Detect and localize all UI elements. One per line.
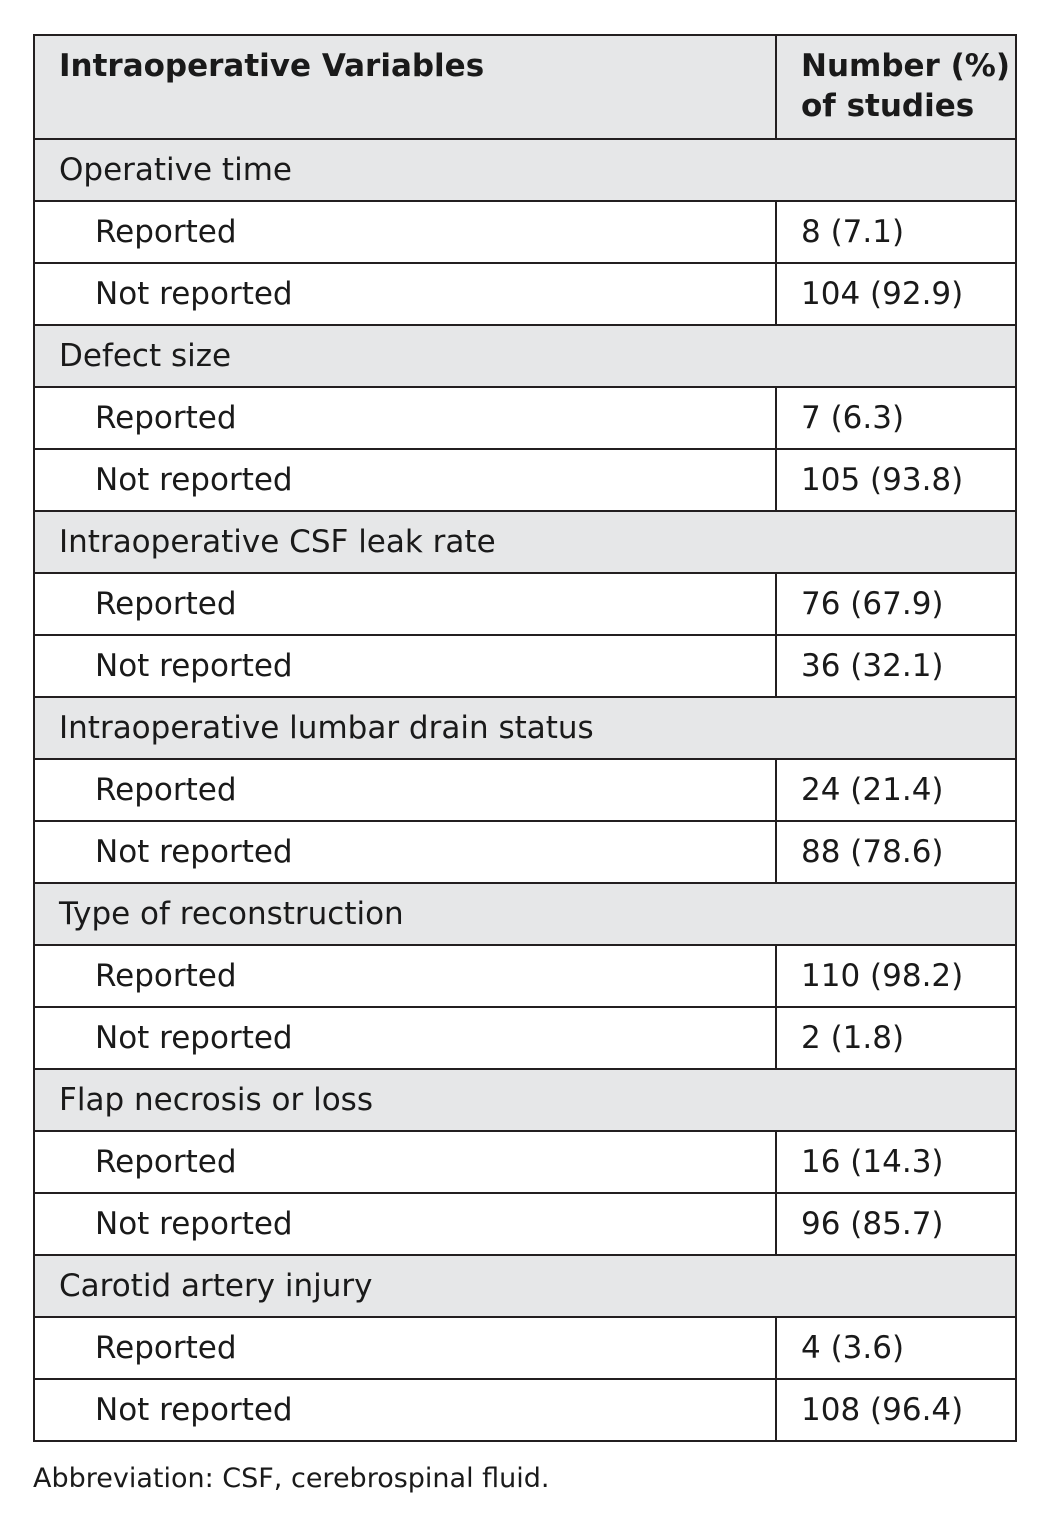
table-body: Operative time Reported 8 (7.1) Not reporte…: [33, 138, 1017, 1442]
group-row: Operative time: [33, 138, 1017, 202]
group-label: Operative time: [33, 138, 1017, 202]
row-value: 96 (85.7): [775, 1192, 1017, 1256]
table-row: Not reported 108 (96.4): [33, 1378, 1017, 1442]
table-header-row: Intraoperative Variables Number (%) of s…: [33, 34, 1017, 140]
header-variables: Intraoperative Variables: [33, 34, 777, 140]
data-table-container: Intraoperative Variables Number (%) of s…: [33, 34, 1017, 1442]
table-row: Not reported 36 (32.1): [33, 634, 1017, 698]
table-row: Reported 8 (7.1): [33, 200, 1017, 264]
row-label: Not reported: [33, 1192, 777, 1256]
group-row: Defect size: [33, 324, 1017, 388]
group-label: Intraoperative lumbar drain status: [33, 696, 1017, 760]
row-value: 7 (6.3): [775, 386, 1017, 450]
row-value: 110 (98.2): [775, 944, 1017, 1008]
row-label: Not reported: [33, 262, 777, 326]
group-label: Flap necrosis or loss: [33, 1068, 1017, 1132]
row-value: 105 (93.8): [775, 448, 1017, 512]
row-label: Not reported: [33, 1006, 777, 1070]
row-label: Not reported: [33, 820, 777, 884]
row-value: 36 (32.1): [775, 634, 1017, 698]
header-number-of-studies: Number (%) of studies: [775, 34, 1017, 140]
table-row: Not reported 96 (85.7): [33, 1192, 1017, 1256]
group-label: Intraoperative CSF leak rate: [33, 510, 1017, 574]
table-footnote: Abbreviation: CSF, cerebrospinal fluid.: [33, 1463, 550, 1494]
group-label: Type of reconstruction: [33, 882, 1017, 946]
group-row: Carotid artery injury: [33, 1254, 1017, 1318]
row-label: Reported: [33, 1130, 777, 1194]
row-label: Reported: [33, 1316, 777, 1380]
group-label: Carotid artery injury: [33, 1254, 1017, 1318]
table-row: Not reported 104 (92.9): [33, 262, 1017, 326]
table-row: Not reported 88 (78.6): [33, 820, 1017, 884]
row-label: Reported: [33, 944, 777, 1008]
row-label: Reported: [33, 200, 777, 264]
intraoperative-variables-table: Intraoperative Variables Number (%) of s…: [33, 34, 1017, 1442]
group-row: Intraoperative CSF leak rate: [33, 510, 1017, 574]
row-value: 104 (92.9): [775, 262, 1017, 326]
table-row: Reported 76 (67.9): [33, 572, 1017, 636]
row-value: 108 (96.4): [775, 1378, 1017, 1442]
table-row: Not reported 2 (1.8): [33, 1006, 1017, 1070]
row-value: 24 (21.4): [775, 758, 1017, 822]
row-value: 76 (67.9): [775, 572, 1017, 636]
table-row: Reported 110 (98.2): [33, 944, 1017, 1008]
group-row: Flap necrosis or loss: [33, 1068, 1017, 1132]
table-row: Reported 16 (14.3): [33, 1130, 1017, 1194]
row-value: 8 (7.1): [775, 200, 1017, 264]
row-label: Not reported: [33, 1378, 777, 1442]
table-row: Reported 24 (21.4): [33, 758, 1017, 822]
table-row: Reported 7 (6.3): [33, 386, 1017, 450]
row-label: Not reported: [33, 448, 777, 512]
row-label: Reported: [33, 386, 777, 450]
group-label: Defect size: [33, 324, 1017, 388]
row-label: Reported: [33, 572, 777, 636]
group-row: Intraoperative lumbar drain status: [33, 696, 1017, 760]
table-row: Not reported 105 (93.8): [33, 448, 1017, 512]
row-value: 16 (14.3): [775, 1130, 1017, 1194]
row-label: Reported: [33, 758, 777, 822]
row-value: 88 (78.6): [775, 820, 1017, 884]
table-row: Reported 4 (3.6): [33, 1316, 1017, 1380]
row-value: 2 (1.8): [775, 1006, 1017, 1070]
row-value: 4 (3.6): [775, 1316, 1017, 1380]
row-label: Not reported: [33, 634, 777, 698]
group-row: Type of reconstruction: [33, 882, 1017, 946]
